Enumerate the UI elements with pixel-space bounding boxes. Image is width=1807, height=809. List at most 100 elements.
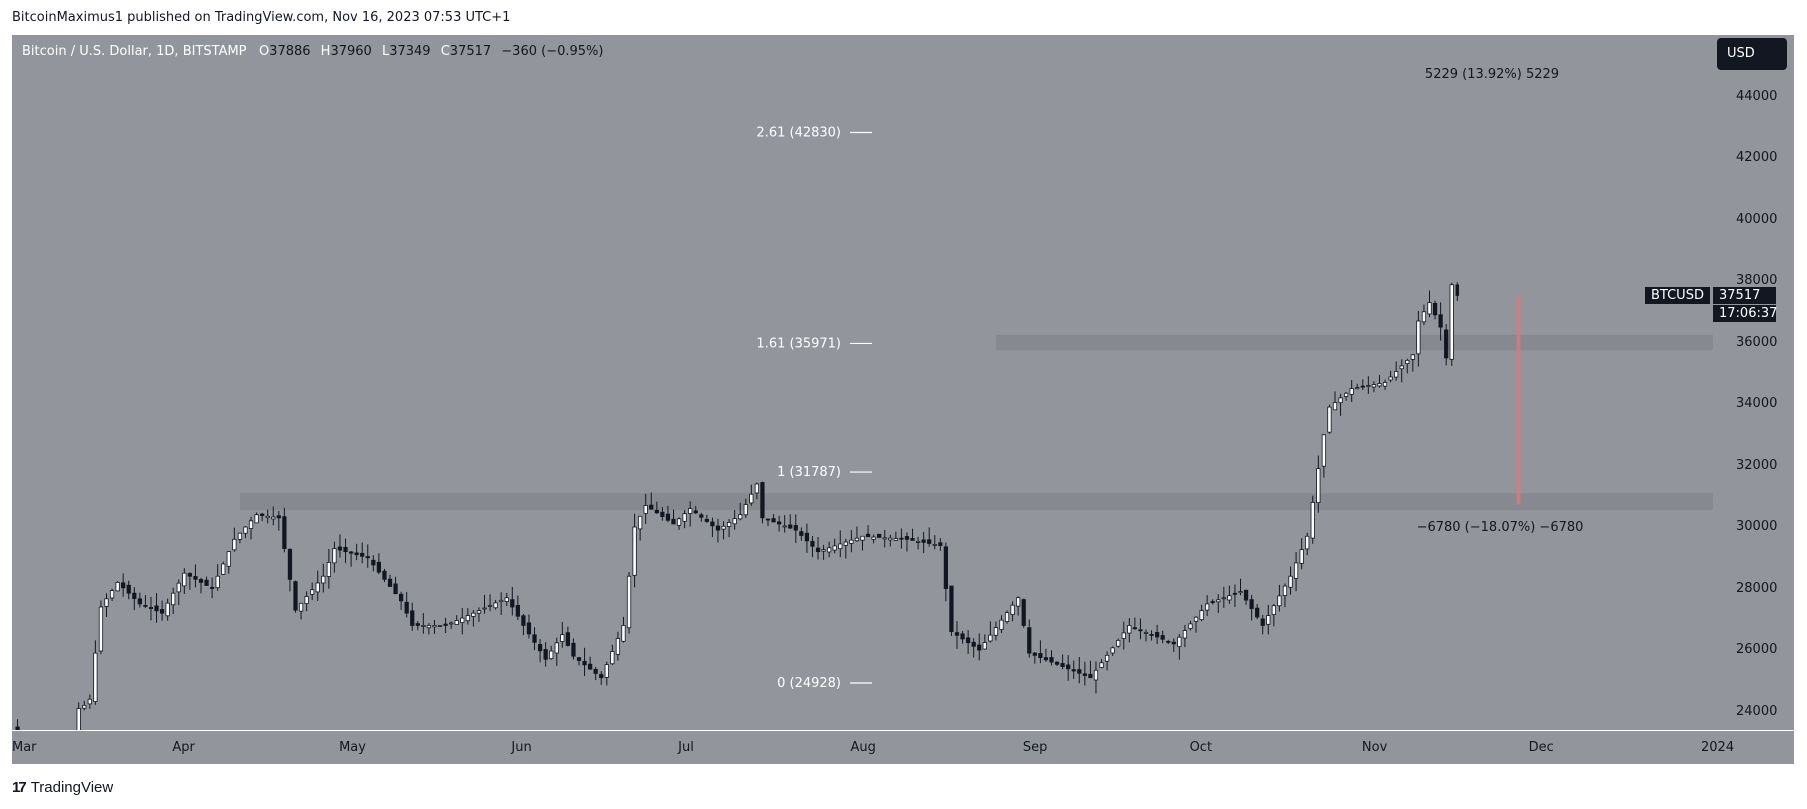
candle-up: [115, 581, 120, 592]
candle-down: [187, 573, 193, 577]
price-axis[interactable]: 24000 26000 28000 30000 32000 34000 36000 38000…: [1645, 35, 1794, 730]
candle-down: [665, 513, 671, 521]
candle-up: [1093, 669, 1099, 681]
candle-up: [471, 612, 476, 617]
candle-down: [654, 509, 659, 514]
price-tag-price: 37517: [1713, 286, 1776, 304]
candle-up: [682, 513, 687, 522]
candle-down: [1082, 673, 1087, 676]
candle-down: [510, 599, 515, 608]
candle-up: [915, 540, 921, 543]
candle-up: [109, 590, 115, 599]
candle-down: [1432, 302, 1438, 316]
candle-up: [993, 627, 999, 636]
candle-up: [1394, 371, 1399, 378]
high-label: H: [320, 44, 331, 59]
candle-down: [1032, 652, 1037, 656]
candle-down: [410, 610, 415, 626]
candle-down: [1027, 627, 1032, 654]
candle-down: [337, 546, 343, 551]
time-tick-label: Mar: [12, 740, 37, 755]
low-label: L: [381, 44, 390, 59]
candle-up: [860, 535, 865, 541]
candle-down: [949, 585, 954, 632]
time-tick-label: Apr: [172, 740, 195, 755]
candle-up: [832, 545, 837, 551]
candle-down: [576, 657, 582, 661]
fib-label-3: 0 (24928): [777, 676, 841, 691]
candle-down: [1154, 632, 1160, 638]
candle-down: [877, 533, 882, 538]
candle-up: [643, 505, 648, 514]
chart-frame: 2.61 (42830) 1.61 (35971) 1 (31787) 0 (2492…: [12, 35, 1794, 764]
price-tick-label: 24000: [1736, 703, 1778, 719]
candle-down: [1249, 599, 1254, 609]
candle-down: [671, 518, 676, 525]
candle-down: [649, 504, 654, 510]
candle-up: [676, 518, 682, 526]
candle-up: [1016, 597, 1021, 607]
candle-up: [476, 610, 482, 614]
candle-up: [1349, 388, 1354, 395]
tradingview-brand: TradingView: [30, 779, 114, 796]
candle-up: [1338, 397, 1343, 404]
candle-down: [365, 556, 370, 559]
candle-up: [1266, 615, 1271, 625]
candle-up: [988, 634, 993, 642]
currency-button[interactable]: USD: [1717, 38, 1787, 70]
candle-up: [1388, 376, 1393, 381]
candle-up: [237, 532, 243, 540]
candle-up: [426, 625, 432, 629]
candle-down: [1210, 601, 1215, 603]
candle-up: [610, 651, 615, 665]
candle-up: [554, 642, 559, 654]
candle-up: [1099, 662, 1104, 668]
candle-up: [621, 625, 626, 642]
time-tick-label: Aug: [850, 740, 876, 755]
plot-area[interactable]: 2.61 (42830) 1.61 (35971) 1 (31787) 0 (2492…: [12, 35, 1713, 730]
price-tick-label: 28000: [1736, 580, 1778, 596]
candle-down: [699, 514, 704, 518]
candle-up: [1310, 502, 1315, 539]
time-tick-label: Dec: [1528, 740, 1554, 755]
candle-down: [977, 644, 982, 651]
candle-down: [515, 604, 520, 617]
candle-down: [1054, 661, 1060, 665]
time-axis[interactable]: Mar Apr May Jun Jul Aug Sep Oct Nov Dec 2024: [12, 730, 1794, 764]
candle-down: [571, 642, 576, 657]
tradingview-logo[interactable]: 17 TradingView: [12, 779, 113, 796]
candle-up: [626, 575, 632, 629]
candle-down: [904, 536, 910, 540]
candle-down: [1260, 618, 1265, 626]
candle-down: [121, 582, 126, 589]
candle-down: [393, 583, 398, 595]
candle-down: [1255, 607, 1260, 618]
candle-up: [1227, 595, 1232, 601]
candle-up: [854, 537, 860, 542]
candle-up: [1321, 434, 1327, 467]
price-tick-label: 42000: [1736, 150, 1778, 165]
candle-down: [198, 579, 204, 583]
candle-up: [1377, 383, 1382, 387]
candle-up: [454, 620, 459, 625]
last-candle-body: [1455, 284, 1460, 296]
candle-up: [165, 602, 170, 617]
candle-up: [871, 536, 876, 540]
close-label: C: [440, 44, 450, 59]
candle-up: [1293, 562, 1299, 579]
candle-up: [487, 605, 493, 607]
low-value: 37349: [389, 44, 431, 59]
candle-up: [271, 516, 276, 520]
candle-up: [1299, 549, 1304, 564]
candle-up: [1277, 595, 1282, 607]
candle-up: [87, 698, 92, 705]
candle-down: [954, 632, 960, 636]
candle-up: [1371, 384, 1377, 388]
fib-label-1: 1.61 (35971): [756, 336, 841, 351]
candle-up: [1110, 647, 1115, 654]
candle-down: [148, 607, 154, 609]
candle-up: [243, 526, 248, 534]
candle-up: [1193, 616, 1199, 622]
candle-down: [132, 592, 137, 599]
candle-down: [760, 482, 765, 519]
